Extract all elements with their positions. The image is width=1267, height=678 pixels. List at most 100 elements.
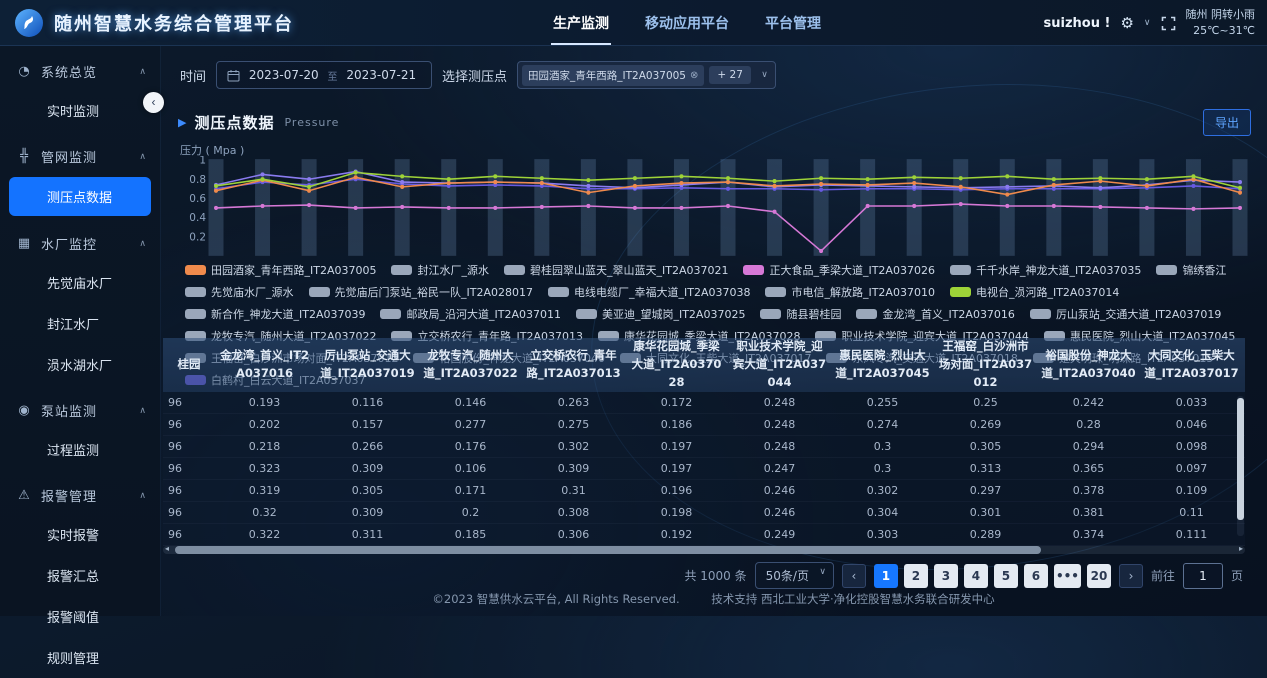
legend-item[interactable]: 正大食品_季梁大道_IT2A037026 (743, 262, 935, 278)
main-content: 时间 2023-07-20 至 2023-07-21 选择测压点 田园酒家_青年… (160, 46, 1267, 616)
point-select[interactable]: 田园酒家_青年西路_IT2A037005 ⊗ + 27 ∨ (517, 61, 776, 89)
legend-item[interactable]: 电视台_涢河路_IT2A037014 (949, 284, 1120, 300)
page-button-3[interactable]: 3 (933, 563, 958, 588)
goto-page-input[interactable] (1182, 562, 1223, 589)
table-cell: 0.246 (763, 506, 796, 519)
nav-tab-1[interactable]: 生产监测 (551, 13, 611, 45)
fullscreen-icon[interactable] (1161, 16, 1176, 31)
scroll-left-icon[interactable]: ◂ (165, 544, 170, 553)
scroll-right-icon[interactable]: ▸ (1238, 544, 1243, 553)
sidebar-group-plant[interactable]: ▦ 水厂监控 ∧ (0, 218, 160, 262)
page-button-2[interactable]: 2 (903, 563, 928, 588)
nav-tab-2[interactable]: 移动应用平台 (645, 16, 729, 32)
table-row: 96 0.319 0.305 0.171 0.31 0.196 0.246 0.302 0.29… (163, 480, 1245, 502)
legend-label: 金龙湾_首义_IT2A037016 (882, 308, 1015, 321)
legend-label: 封江水厂_源水 (417, 264, 489, 277)
legend-item[interactable]: 电线电缆厂_幸福大道_IT2A037038 (547, 284, 750, 300)
table-cell: 0.266 (351, 440, 384, 453)
table-cell: 0.274 (866, 418, 899, 431)
legend-item[interactable]: 新合作_神龙大道_IT2A037039 (185, 306, 365, 322)
table-cell: 0.31 (561, 484, 586, 497)
page-button-6[interactable]: 6 (1023, 563, 1048, 588)
export-button[interactable]: 导出 (1202, 109, 1251, 136)
table-header-cell: 裕国股份_神龙大道_IT2A037040 (1041, 348, 1136, 380)
page-button-5[interactable]: 5 (993, 563, 1018, 588)
user-menu[interactable]: suizhou ! (1043, 15, 1111, 31)
table-cell: 0.171 (454, 484, 487, 497)
table-cell: 0.146 (454, 396, 487, 409)
table-header-cell: 立交桥农行_青年路_IT2A037013 (526, 348, 621, 380)
table-horizontal-scrollbar[interactable]: ◂ ▸ (163, 544, 1245, 554)
sidebar-item[interactable]: 测压点数据 (9, 177, 151, 216)
chevron-down-icon[interactable]: ∨ (1143, 18, 1151, 28)
table-cell: 0.255 (866, 396, 899, 409)
sidebar-item[interactable]: 报警汇总 (47, 570, 100, 585)
page-button-1[interactable]: 1 (873, 563, 898, 588)
sidebar-item[interactable]: 涢水湖水厂 (47, 359, 113, 374)
legend-item[interactable]: 厉山泵站_交通大道_IT2A037019 (1029, 306, 1221, 322)
legend-item[interactable]: 碧桂园翠山蓝天_翠山蓝天_IT2A037021 (503, 262, 728, 278)
sidebar-collapse-button[interactable]: ‹ (143, 92, 164, 113)
selected-point-tag[interactable]: 田园酒家_青年西路_IT2A037005 ⊗ (522, 64, 705, 86)
table-cell: 0.192 (660, 528, 693, 541)
legend-swatch (185, 265, 206, 275)
table-cell: 0.3 (873, 440, 892, 453)
legend-item[interactable]: 随县碧桂园 (760, 306, 841, 322)
date-end[interactable]: 2023-07-21 (346, 68, 417, 82)
vertical-scroll-thumb[interactable] (1237, 398, 1244, 520)
table-vertical-scrollbar[interactable] (1237, 396, 1244, 536)
legend-item[interactable]: 锦绣香江 (1156, 262, 1226, 278)
legend-label: 锦绣香江 (1182, 264, 1227, 277)
legend-swatch (503, 265, 525, 275)
sidebar-group-alarm[interactable]: ⚠ 报警管理 ∧ (0, 470, 160, 514)
date-range-picker[interactable]: 2023-07-20 至 2023-07-21 (216, 61, 433, 89)
prev-page-button[interactable]: ‹ (841, 563, 866, 588)
sidebar-item[interactable]: 实时报警 (47, 529, 100, 544)
legend-swatch (185, 331, 206, 341)
legend-item[interactable]: 金龙湾_首义_IT2A037016 (856, 306, 1015, 322)
table-cell: 0.275 (557, 418, 590, 431)
gear-icon[interactable]: ⚙ (1120, 14, 1134, 32)
horizontal-scroll-thumb[interactable] (175, 546, 1041, 554)
legend-item[interactable]: 美亚迪_望城岗_IT2A037025 (575, 306, 745, 322)
legend-item[interactable]: 市电信_解放路_IT2A037010 (765, 284, 935, 300)
nav-tab-3[interactable]: 平台管理 (765, 16, 821, 32)
legend-item[interactable]: 千千水岸_神龙大道_IT2A037035 (949, 262, 1141, 278)
sidebar-item[interactable]: 报警阈值 (47, 611, 100, 626)
section-title: 测压点数据 (194, 114, 275, 132)
page-button-4[interactable]: 4 (963, 563, 988, 588)
sidebar-menu: ◔ 系统总览 ∧ 实时监测 ╬ 管网监测 ∧ 测压点数据 ▦ 水厂监控 ∧ 先觉庙水厂封江水厂涢水湖水… (0, 46, 160, 678)
chevron-down-icon[interactable]: ∨ (761, 70, 768, 80)
page-button-20[interactable]: 20 (1086, 563, 1111, 588)
close-icon[interactable]: ⊗ (690, 69, 699, 81)
sidebar-group-pipeline[interactable]: ╬ 管网监测 ∧ (0, 131, 160, 175)
date-start[interactable]: 2023-07-20 (248, 68, 319, 82)
table-header-cell: 厉山泵站_交通大道_IT2A037019 (320, 348, 415, 380)
page-size-select[interactable]: 50条/页 ∨ (754, 562, 834, 589)
more-pages-button[interactable]: ••• (1053, 563, 1081, 588)
sidebar-item[interactable]: 先觉庙水厂 (47, 277, 113, 292)
legend-label: 先觉庙水厂_源水 (211, 286, 294, 299)
sidebar-group-pump[interactable]: ◉ 泵站监测 ∧ (0, 385, 160, 429)
next-page-button[interactable]: › (1118, 563, 1143, 588)
legend-item[interactable]: 封江水厂_源水 (391, 262, 489, 278)
legend-label: 电视台_涢河路_IT2A037014 (975, 286, 1120, 299)
pump-icon: ◉ (18, 403, 30, 418)
legend-item[interactable]: 田园酒家_青年西路_IT2A037005 (185, 262, 376, 278)
sidebar-item[interactable]: 过程监测 (47, 444, 100, 459)
legend-label: 新合作_神龙大道_IT2A037039 (211, 308, 366, 321)
sidebar-item[interactable]: 规则管理 (47, 652, 100, 667)
table-cell: 0.109 (1175, 484, 1208, 497)
table-cell: 0.242 (1072, 396, 1105, 409)
legend-item[interactable]: 邮政局_沿河大道_IT2A037011 (380, 306, 561, 322)
legend-item[interactable]: 先觉庙后门泵站_裕民一队_IT2A028017 (308, 284, 533, 300)
sidebar-item[interactable]: 实时监测 (47, 105, 100, 120)
more-count-tag[interactable]: + 27 (709, 66, 751, 84)
sidebar-group-overview[interactable]: ◔ 系统总览 ∧ (0, 46, 160, 90)
plant-icon: ▦ (17, 236, 31, 251)
sidebar-item[interactable]: 封江水厂 (47, 318, 100, 333)
legend-item[interactable]: 先觉庙水厂_源水 (185, 284, 294, 300)
chevron-down-icon: ∨ (819, 567, 826, 577)
legend-swatch (391, 265, 413, 275)
